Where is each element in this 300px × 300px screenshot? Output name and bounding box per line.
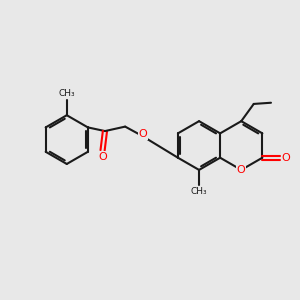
Text: CH₃: CH₃ xyxy=(191,187,207,196)
Text: O: O xyxy=(282,153,290,163)
Text: O: O xyxy=(236,165,245,175)
Text: CH₃: CH₃ xyxy=(58,89,75,98)
Text: O: O xyxy=(98,152,107,162)
Text: O: O xyxy=(138,129,147,139)
